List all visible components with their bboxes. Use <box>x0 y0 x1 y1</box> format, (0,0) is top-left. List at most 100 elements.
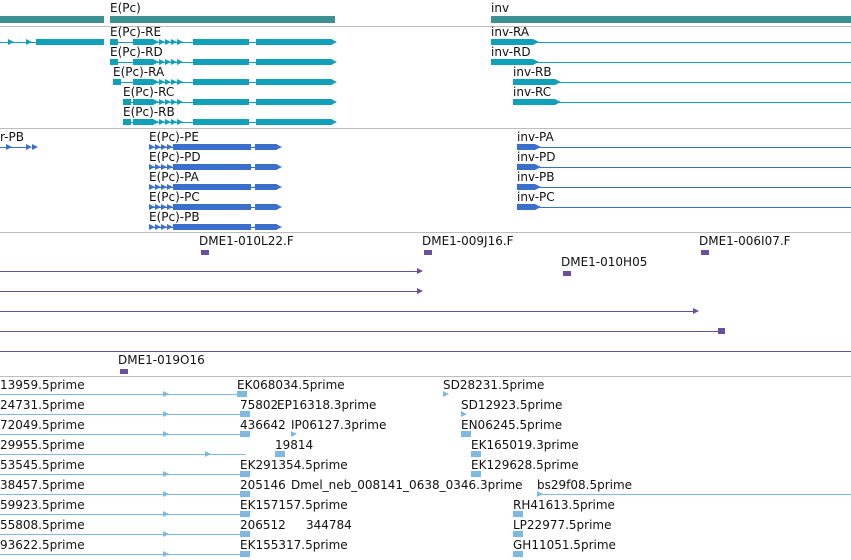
est-block[interactable] <box>240 431 250 437</box>
est-label[interactable]: EK129628.5prime <box>471 458 579 472</box>
gene-bar-epc[interactable] <box>110 16 335 23</box>
cds-exon[interactable] <box>255 144 277 150</box>
clone-end[interactable] <box>718 328 725 334</box>
transcript-label[interactable]: E(Pc)-RA <box>113 65 165 79</box>
transcript-exon[interactable] <box>133 79 153 85</box>
est-label[interactable]: 75802 <box>240 398 279 412</box>
est-block[interactable] <box>471 451 481 457</box>
cds-label[interactable]: E(Pc)-PA <box>149 170 199 184</box>
est-block[interactable] <box>471 471 481 477</box>
cds-exon[interactable] <box>173 204 251 210</box>
cds-exon[interactable] <box>255 204 277 210</box>
est-label[interactable]: EK291354.5prime <box>240 458 348 472</box>
cds-exon[interactable] <box>173 224 251 230</box>
transcript-exon[interactable] <box>133 39 153 45</box>
est-label[interactable]: IP06127.3prime <box>291 418 387 432</box>
est-label[interactable]: Dmel_neb_008141_0638_0346.3prime <box>291 478 523 492</box>
est-label[interactable]: 344784 <box>306 518 352 532</box>
cds-label[interactable]: E(Pc)-PC <box>149 190 200 204</box>
clone-marker[interactable] <box>563 271 571 276</box>
est-label[interactable]: 53545.5prime <box>0 458 85 472</box>
cds-label[interactable]: inv-PD <box>517 150 556 164</box>
est-label[interactable]: 24731.5prime <box>0 398 85 412</box>
cds-exon[interactable] <box>173 184 251 190</box>
transcript-exon[interactable] <box>193 39 249 45</box>
transcript-exon[interactable] <box>256 99 332 105</box>
cds-exon[interactable] <box>255 184 277 190</box>
est-label[interactable]: GH11051.5prime <box>513 538 616 552</box>
clone-marker[interactable] <box>120 369 128 374</box>
clone-label[interactable]: DME1-010H05 <box>561 255 648 269</box>
cds-exon[interactable] <box>517 204 535 210</box>
est-block[interactable] <box>461 431 471 437</box>
transcript-exon[interactable] <box>491 39 533 45</box>
gene-label-epc[interactable]: E(Pc) <box>110 1 141 15</box>
transcript-exon[interactable] <box>133 119 153 125</box>
est-block[interactable] <box>240 411 250 417</box>
transcript-label[interactable]: E(Pc)-RE <box>110 25 162 39</box>
est-block[interactable] <box>240 471 250 477</box>
transcript-label[interactable]: inv-RB <box>513 65 552 79</box>
transcript-exon[interactable] <box>193 119 249 125</box>
transcript-label[interactable]: inv-RA <box>491 25 530 39</box>
est-label[interactable]: 72049.5prime <box>0 418 85 432</box>
cds-label[interactable]: inv-PA <box>517 130 554 144</box>
est-label[interactable]: 13959.5prime <box>0 378 85 392</box>
est-label[interactable]: 205146 <box>240 478 286 492</box>
cds-exon[interactable] <box>255 164 277 170</box>
transcript-label[interactable]: E(Pc)-RD <box>110 45 163 59</box>
transcript-exon[interactable] <box>110 59 118 65</box>
est-block[interactable] <box>513 531 523 537</box>
transcript-exon[interactable] <box>113 79 121 85</box>
est-label[interactable]: EK155317.5prime <box>240 538 348 552</box>
cds-label[interactable]: r-PB <box>0 130 24 144</box>
clone-marker[interactable] <box>201 250 209 255</box>
est-label[interactable]: LP22977.5prime <box>513 518 612 532</box>
gene-label-inv[interactable]: inv <box>491 1 510 15</box>
gene-bar-inv[interactable] <box>491 16 851 23</box>
clone-marker[interactable] <box>424 250 432 255</box>
cds-exon[interactable] <box>255 224 277 230</box>
clone-label[interactable]: DME1-009J16.F <box>422 234 514 248</box>
transcript-exon[interactable] <box>513 99 555 105</box>
est-label[interactable]: SD28231.5prime <box>443 378 545 392</box>
transcript-exon[interactable] <box>256 39 332 45</box>
transcript-exon[interactable] <box>110 39 118 45</box>
cds-label[interactable]: inv-PC <box>517 190 555 204</box>
est-label[interactable]: EK068034.5prime <box>237 378 345 392</box>
cds-exon[interactable] <box>173 144 251 150</box>
transcript-exon[interactable] <box>123 119 131 125</box>
est-block[interactable] <box>240 531 250 537</box>
transcript-exon[interactable] <box>36 39 104 45</box>
est-label[interactable]: EN06245.5prime <box>461 418 563 432</box>
est-block[interactable] <box>513 511 523 517</box>
est-block[interactable] <box>513 551 523 557</box>
transcript-exon[interactable] <box>123 99 131 105</box>
cds-exon[interactable] <box>517 144 535 150</box>
transcript-label[interactable]: E(Pc)-RC <box>123 85 175 99</box>
est-label[interactable]: 19814 <box>275 438 314 452</box>
transcript-exon[interactable] <box>491 59 533 65</box>
est-label[interactable]: 55808.5prime <box>0 518 85 532</box>
est-label[interactable]: EK165019.3prime <box>471 438 579 452</box>
est-label[interactable]: EK157157.5prime <box>240 498 348 512</box>
cds-label[interactable]: inv-PB <box>517 170 555 184</box>
transcript-exon[interactable] <box>256 59 332 65</box>
est-label[interactable]: bs29f08.5prime <box>537 478 633 492</box>
cds-exon[interactable] <box>517 184 535 190</box>
est-label[interactable]: 206512 <box>240 518 286 532</box>
cds-exon[interactable] <box>173 164 251 170</box>
clone-label[interactable]: DME1-019O16 <box>118 353 205 367</box>
clone-label[interactable]: DME1-006I07.F <box>699 234 791 248</box>
cds-label[interactable]: E(Pc)-PB <box>149 210 200 224</box>
transcript-exon[interactable] <box>193 59 249 65</box>
cds-label[interactable]: E(Pc)-PE <box>149 130 199 144</box>
est-label[interactable]: 93622.5prime <box>0 538 85 552</box>
transcript-exon[interactable] <box>193 99 249 105</box>
gene-bar[interactable] <box>0 16 104 23</box>
est-block[interactable] <box>275 451 285 457</box>
transcript-exon[interactable] <box>256 79 332 85</box>
est-block[interactable] <box>240 491 250 497</box>
clone-marker[interactable] <box>701 250 709 255</box>
est-block[interactable] <box>237 391 247 397</box>
